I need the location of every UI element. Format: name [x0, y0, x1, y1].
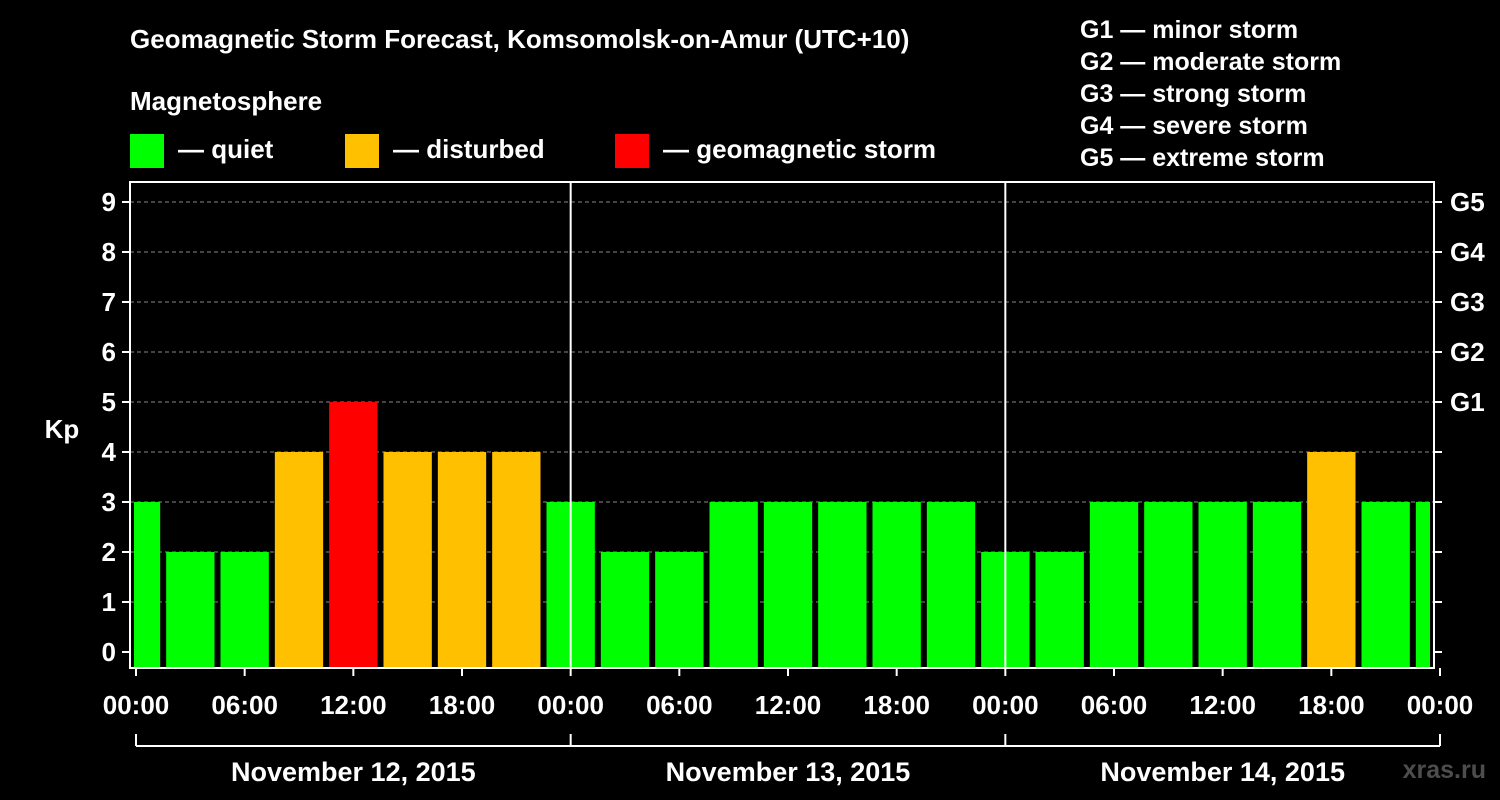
x-tick-label: 00:00	[972, 690, 1039, 720]
y-tick-label: 9	[102, 187, 116, 217]
bar	[492, 452, 541, 668]
y-tick-label: 5	[102, 387, 116, 417]
y-tick-label: 4	[102, 437, 117, 467]
x-tick-label: 12:00	[1189, 690, 1256, 720]
y-tick-label: 1	[102, 587, 116, 617]
g-level-label: G1	[1450, 387, 1485, 417]
legend-quiet-label: — quiet	[178, 134, 274, 164]
bar	[655, 552, 704, 668]
g-level-label: G3	[1450, 287, 1485, 317]
magnetosphere-label: Magnetosphere	[130, 86, 323, 116]
legend-quiet: — quiet	[130, 134, 330, 168]
bar	[1415, 502, 1430, 668]
bar	[220, 552, 269, 668]
x-tick-label: 06:00	[646, 690, 713, 720]
bar	[763, 502, 813, 668]
y-tick-label: 3	[102, 487, 116, 517]
plot-frame	[129, 181, 1435, 669]
g5-legend: G5 — extreme storm	[1080, 144, 1325, 172]
x-tick-label: 00:00	[103, 690, 170, 720]
disturbed-swatch	[345, 134, 379, 168]
g-level-label: G2	[1450, 337, 1485, 367]
storm-swatch	[615, 134, 649, 168]
g-level-label: G4	[1450, 237, 1485, 267]
bar	[600, 552, 650, 668]
g1-legend: G1 — minor storm	[1080, 16, 1299, 44]
bar	[274, 452, 324, 668]
g-level-label: G5	[1450, 187, 1485, 217]
g3-legend: G3 — strong storm	[1080, 80, 1307, 108]
day-label: November 13, 2015	[666, 757, 911, 787]
g4-legend: G4 — severe storm	[1080, 112, 1308, 140]
bar	[818, 502, 867, 668]
bar	[1089, 502, 1139, 668]
y-axis-label: Kp	[45, 414, 80, 444]
x-tick-label: 12:00	[755, 690, 822, 720]
bar	[872, 502, 921, 668]
bar	[1361, 502, 1410, 668]
bar	[1144, 502, 1193, 668]
quiet-swatch	[130, 134, 164, 168]
bar	[926, 502, 976, 668]
x-tick-label: 06:00	[1081, 690, 1148, 720]
bar	[329, 402, 378, 668]
chart-title: Geomagnetic Storm Forecast, Komsomolsk-o…	[130, 24, 910, 54]
y-tick-label: 7	[102, 287, 116, 317]
y-tick-label: 8	[102, 237, 116, 267]
bar	[383, 452, 432, 668]
x-tick-label: 18:00	[863, 690, 930, 720]
bar	[134, 502, 161, 668]
watermark: xras.ru	[1402, 756, 1486, 784]
legend-disturbed: — disturbed	[345, 134, 585, 168]
x-tick-label: 12:00	[320, 690, 387, 720]
bar	[1035, 552, 1084, 668]
day-label: November 12, 2015	[231, 757, 476, 787]
x-tick-label: 00:00	[1407, 690, 1474, 720]
legend-disturbed-label: — disturbed	[393, 134, 545, 164]
bar	[709, 502, 758, 668]
bar	[437, 452, 487, 668]
legend-storm: — geomagnetic storm	[615, 134, 955, 168]
x-tick-label: 06:00	[211, 690, 278, 720]
bar	[1198, 502, 1247, 668]
y-tick-label: 6	[102, 337, 116, 367]
bar	[1307, 452, 1356, 668]
x-tick-label: 18:00	[429, 690, 496, 720]
day-label: November 14, 2015	[1100, 757, 1345, 787]
g2-legend: G2 — moderate storm	[1080, 48, 1342, 76]
legend-storm-label: — geomagnetic storm	[663, 134, 937, 164]
bar	[166, 552, 215, 668]
bar	[1252, 502, 1302, 668]
x-tick-label: 00:00	[537, 690, 604, 720]
y-tick-label: 2	[102, 537, 116, 567]
x-tick-label: 18:00	[1298, 690, 1365, 720]
y-tick-label: 0	[102, 637, 116, 667]
